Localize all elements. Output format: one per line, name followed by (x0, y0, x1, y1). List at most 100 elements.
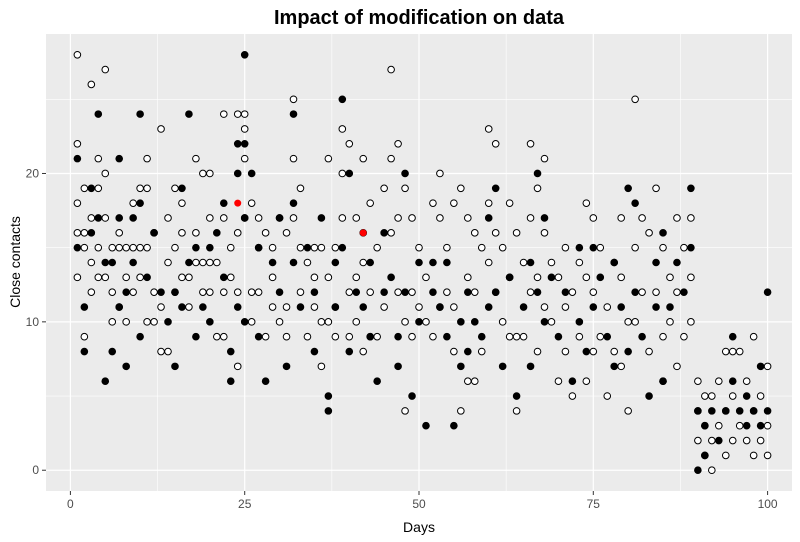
open-point (721, 451, 730, 460)
open-point (464, 214, 472, 222)
filled-point (129, 258, 137, 267)
open-point (617, 362, 625, 371)
open-point (192, 229, 200, 237)
filled-point (289, 258, 298, 267)
open-point (80, 332, 89, 341)
y-axis-ticks: 0 10 20 (26, 166, 46, 477)
open-point (94, 184, 103, 193)
open-point (540, 154, 549, 163)
open-point (666, 273, 674, 282)
filled-point (415, 318, 423, 326)
filled-point (178, 303, 186, 311)
filled-point (282, 362, 291, 371)
open-point (219, 288, 228, 296)
open-point (206, 258, 214, 267)
open-point (122, 243, 130, 252)
open-point (401, 318, 409, 326)
x-tick-label: 25 (238, 497, 252, 511)
filled-point (568, 377, 577, 386)
filled-point (401, 169, 409, 178)
filled-point (136, 332, 144, 341)
filled-point (408, 392, 416, 400)
open-point (547, 258, 556, 267)
open-point (394, 214, 402, 222)
open-point (624, 318, 632, 326)
open-point (443, 288, 451, 296)
open-point (450, 199, 458, 207)
filled-point (464, 288, 472, 296)
filled-point (394, 362, 402, 371)
open-point (603, 303, 612, 311)
open-point (387, 154, 395, 163)
filled-point (470, 318, 479, 326)
filled-point (582, 347, 591, 356)
open-point (422, 318, 430, 326)
open-point (547, 318, 556, 326)
filled-point (491, 288, 500, 296)
open-point (687, 318, 695, 326)
open-point (673, 362, 681, 371)
filled-point (310, 288, 319, 296)
open-point (73, 139, 82, 148)
open-point (268, 243, 277, 252)
open-point (157, 303, 165, 311)
filled-point (701, 421, 709, 430)
open-point (240, 110, 249, 118)
filled-point (436, 303, 444, 311)
filled-point (317, 214, 326, 222)
open-point (317, 243, 326, 252)
filled-point (429, 258, 437, 267)
filled-point (192, 332, 200, 341)
y-axis-title: Close contacts (7, 216, 23, 308)
open-point (477, 347, 486, 356)
open-point (136, 243, 144, 252)
open-point (240, 125, 249, 133)
open-point (178, 199, 186, 207)
filled-point (714, 436, 723, 445)
open-point (80, 229, 89, 237)
open-point (254, 214, 263, 222)
filled-point (610, 258, 619, 267)
open-point (359, 347, 368, 356)
open-point (206, 288, 214, 296)
open-point (687, 273, 695, 282)
filled-point (638, 332, 646, 341)
filled-point (136, 110, 144, 118)
filled-point (687, 243, 695, 252)
filled-point (666, 303, 674, 311)
filled-point (150, 229, 158, 237)
filled-point (540, 214, 549, 222)
open-point (659, 332, 667, 341)
open-point (721, 347, 730, 356)
open-point (80, 243, 89, 252)
open-point (394, 288, 402, 296)
open-point (178, 273, 186, 282)
filled-point (645, 392, 653, 400)
filled-point (763, 288, 772, 296)
open-point (742, 377, 751, 386)
filled-point (115, 154, 124, 163)
filled-point (659, 377, 667, 386)
open-point (728, 347, 737, 356)
open-point (415, 243, 423, 252)
open-point (240, 154, 249, 163)
filled-point (352, 288, 361, 296)
x-tick-label: 50 (412, 497, 426, 511)
open-point (512, 407, 521, 415)
open-point (470, 229, 479, 237)
filled-point (233, 169, 242, 178)
open-point (233, 110, 242, 118)
filled-point (575, 243, 584, 252)
open-point (129, 199, 137, 207)
open-point (498, 243, 507, 252)
open-point (470, 288, 479, 296)
open-point (652, 184, 660, 193)
open-point (645, 229, 653, 237)
open-point (526, 214, 535, 222)
open-point (735, 347, 744, 356)
open-point (617, 273, 625, 282)
filled-point (749, 407, 758, 415)
open-point (554, 377, 563, 386)
open-point (143, 318, 151, 326)
filled-point (226, 377, 235, 386)
